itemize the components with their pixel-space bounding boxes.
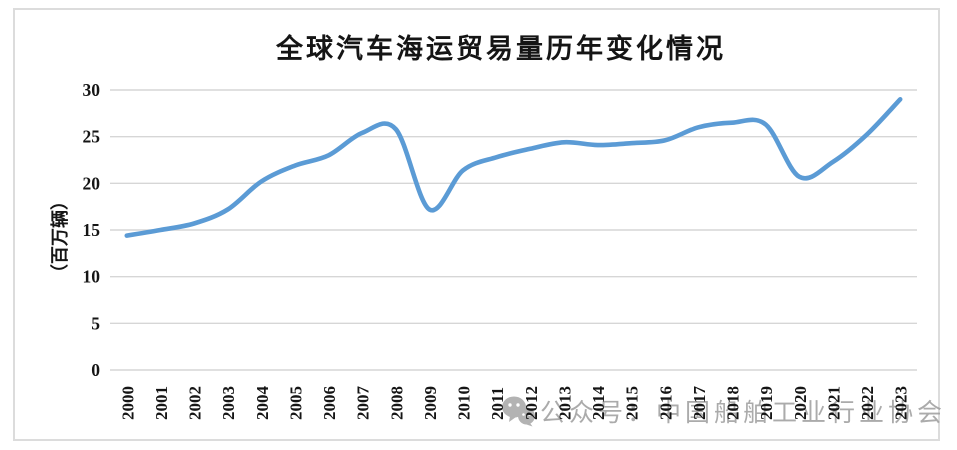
chart-title: 全球汽车海运贸易量历年变化情况 (276, 34, 726, 64)
x-tick-label: 2012 (522, 386, 541, 420)
x-tick-label: 2005 (286, 386, 305, 420)
x-tick-label: 2004 (253, 386, 272, 421)
x-tick-label: 2007 (354, 386, 373, 421)
x-tick-label: 2006 (320, 386, 339, 420)
x-tick-label: 2018 (724, 386, 743, 420)
chart-frame (13, 8, 940, 441)
x-tick-label: 2019 (757, 386, 776, 420)
watermark-text: 公众号：中国船舶工业行业协会 (540, 399, 947, 427)
x-tick-label: 2008 (387, 386, 406, 420)
y-tick-label: 5 (91, 313, 100, 333)
x-tick-label: 2000 (118, 386, 137, 420)
x-tick-label: 2014 (589, 386, 608, 421)
x-tick-label: 2013 (555, 386, 574, 420)
y-tick-label: 25 (83, 127, 101, 147)
x-tick-label: 2016 (656, 386, 675, 420)
x-tick-label: 2002 (186, 386, 205, 420)
x-tick-label: 2023 (892, 386, 911, 420)
x-tick-label: 2021 (824, 386, 843, 420)
data-line (124, 97, 903, 238)
x-tick-label: 2009 (421, 386, 440, 420)
x-tick-label: 2003 (219, 386, 238, 420)
y-tick-label: 20 (83, 173, 101, 193)
y-tick-label: 0 (91, 360, 100, 380)
x-tick-label: 2017 (690, 386, 709, 421)
x-tick-label: 2015 (623, 386, 642, 420)
x-tick-label: 2001 (152, 386, 171, 420)
y-tick-label: 15 (83, 220, 101, 240)
x-tick-label: 2011 (488, 387, 507, 420)
x-tick-label: 2022 (858, 386, 877, 420)
x-tick-label: 2010 (455, 386, 474, 420)
watermark: 公众号：中国船舶工业行业协会 (501, 393, 946, 429)
y-tick-label: 30 (83, 80, 101, 100)
y-axis-title: （百万辆） (50, 192, 70, 282)
y-tick-label: 10 (83, 267, 101, 287)
wechat-icon (502, 396, 535, 427)
x-tick-label: 2020 (791, 386, 810, 420)
